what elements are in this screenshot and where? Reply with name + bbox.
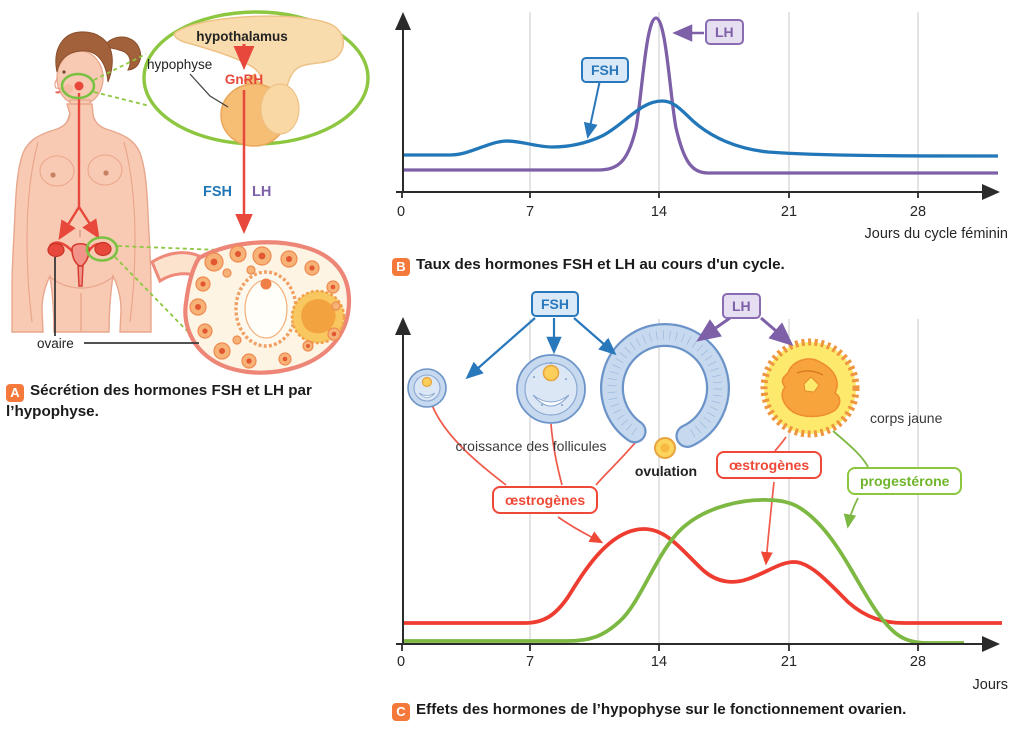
chart-c-ticks xyxy=(401,644,919,651)
oocyte xyxy=(260,278,272,290)
chart-b-ticks xyxy=(401,192,919,198)
eye xyxy=(62,70,66,74)
lh-tag-b: LH xyxy=(705,19,744,45)
fsh-curve xyxy=(403,99,999,158)
breast-left xyxy=(39,155,75,187)
ovary-inset xyxy=(150,240,352,375)
oestrogen-arrow-1 xyxy=(557,516,604,544)
chart-b-tick-7: 7 xyxy=(525,204,535,220)
chart-c-tick-14: 14 xyxy=(650,654,668,670)
nipple xyxy=(103,170,109,176)
fsh-tag-b: FSH xyxy=(581,57,629,83)
hypophysis-dot xyxy=(74,81,84,91)
label-fsh-body: FSH xyxy=(203,184,232,200)
corpus-luteum xyxy=(760,338,860,438)
label-gnrh: GnRH xyxy=(224,72,264,87)
chart-c-x-axis-label: Jours xyxy=(972,677,1008,693)
hair xyxy=(55,31,113,83)
progesterone-curve xyxy=(403,498,964,645)
corpus-progesterone-link xyxy=(832,430,869,468)
oestrogenes-tag-2: œstrogènes xyxy=(716,451,823,479)
label-ovaire: ovaire xyxy=(37,336,74,351)
head-highlight-ellipse xyxy=(60,72,96,100)
arm-line-left xyxy=(26,141,39,323)
chart-b-gridlines xyxy=(529,12,919,191)
chart-b-tick-0: 0 xyxy=(396,204,406,220)
woman-figure xyxy=(11,31,152,333)
lh-curve xyxy=(403,16,998,175)
progesterone-arrow xyxy=(843,497,859,529)
label-ovulation: ovulation xyxy=(634,463,698,479)
cheek-blush xyxy=(63,84,73,94)
hypophysis-anterior-lobe xyxy=(260,83,300,135)
nose xyxy=(54,77,62,90)
caption-a-badge: A xyxy=(6,384,24,402)
ovule-core xyxy=(660,443,670,453)
chart-c-tick-7: 7 xyxy=(525,654,535,670)
follicle-stage-3 xyxy=(600,322,730,459)
progesterone-tag: progestérone xyxy=(847,467,963,495)
caption-b-text: Taux des hormones FSH et LH au cours d'u… xyxy=(416,256,785,273)
corpus-luteum-core xyxy=(301,299,336,334)
chart-b-tick-21: 21 xyxy=(780,204,798,220)
nipple xyxy=(50,172,56,178)
uterus xyxy=(47,241,112,287)
label-hypothalamus: hypothalamus xyxy=(196,29,288,44)
label-corps-jaune: corps jaune xyxy=(870,410,943,426)
follicle-stage-1 xyxy=(407,368,447,408)
chart-c-tick-0: 0 xyxy=(396,654,406,670)
arm-line-right xyxy=(123,141,136,323)
oestrogenes-tag-1: œstrogènes xyxy=(492,486,599,514)
chart-c-tick-28: 28 xyxy=(909,654,927,670)
lips xyxy=(55,91,61,94)
caption-c-text: Effets des hormones de l’hypophyse sur l… xyxy=(416,701,907,718)
chart-b-tick-28: 28 xyxy=(909,204,927,220)
chart-b-tick-14: 14 xyxy=(650,204,668,220)
oestrogen-arrow-2 xyxy=(760,481,775,566)
caption-a-text: Sécrétion des hormones FSH et LH par l’h… xyxy=(6,382,312,420)
follicle-stage-2 xyxy=(516,354,586,424)
breast-right xyxy=(87,154,123,186)
hypothalamus-inset xyxy=(173,15,345,147)
label-lh-body: LH xyxy=(252,184,272,200)
chart-c-canvas xyxy=(395,316,1002,652)
caption-c-badge: C xyxy=(392,703,410,721)
hip-line xyxy=(49,276,114,289)
fsh-arrows xyxy=(465,317,617,380)
caption-b: B Taux des hormones FSH et LH au cours d'… xyxy=(392,255,785,276)
caption-a: A Sécrétion des hormones FSH et LH par l’… xyxy=(6,381,342,423)
label-croissance: croissance des follicules xyxy=(455,438,607,454)
hair-ponytail xyxy=(103,36,142,71)
hormone-path-body xyxy=(58,93,100,241)
chart-c-tick-21: 21 xyxy=(780,654,798,670)
hypophyse-pointer-line xyxy=(189,73,229,108)
lh-arrows xyxy=(696,316,794,346)
fsh-tag-c: FSH xyxy=(531,291,579,317)
panel-a-illustration xyxy=(11,10,370,375)
label-hypophyse: hypophyse xyxy=(147,57,213,72)
chart-b-x-axis-label: Jours du cycle féminin xyxy=(864,226,1008,242)
ovary-right xyxy=(94,241,112,257)
ovary-highlight-ellipse xyxy=(85,236,119,262)
zoom-dashed-lines xyxy=(93,53,221,341)
caption-b-badge: B xyxy=(392,258,410,276)
ovary-left xyxy=(47,242,65,258)
caption-c: C Effets des hormones de l’hypophyse sur … xyxy=(392,700,906,721)
chart-b-canvas xyxy=(395,12,1000,200)
small-follicles xyxy=(189,245,341,369)
fsh-pointer-arrow-b xyxy=(583,79,601,139)
lh-tag-c: LH xyxy=(722,293,761,319)
oestrogens-curve xyxy=(403,527,1002,625)
